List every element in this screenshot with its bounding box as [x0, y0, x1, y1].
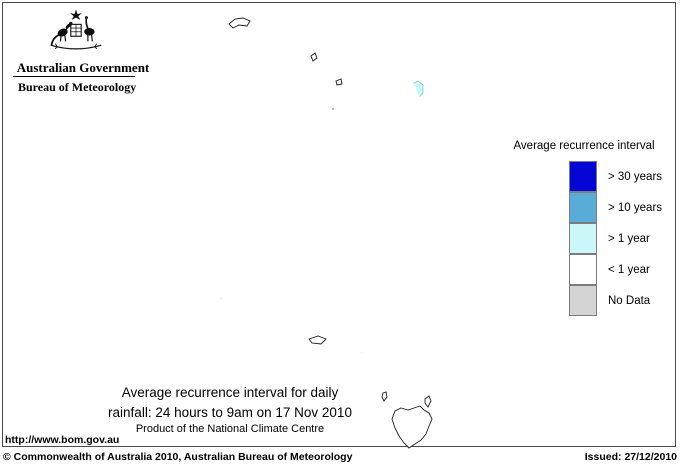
legend-row: > 10 years — [508, 191, 676, 223]
island-mornington — [335, 78, 343, 86]
caption-line3: Product of the National Climate Centre — [135, 423, 325, 435]
islands — [228, 17, 433, 449]
legend-swatch-lt1 — [569, 253, 597, 285]
legend-label-gt30: > 30 years — [608, 170, 663, 183]
caption-line2: rainfall: 24 hours to 9am on 17 Nov 2010 — [108, 405, 352, 420]
island-king — [381, 391, 388, 402]
gov-title: Australian Government — [16, 60, 150, 75]
island-flinders — [424, 395, 432, 408]
australia-map — [38, 7, 508, 449]
legend-label-gt1: > 1 year — [608, 232, 650, 245]
legend-label-gt10: > 10 years — [608, 201, 663, 214]
copyright-text: © Commonwealth of Australia 2010, Austra… — [3, 451, 353, 463]
caption-line1: Average recurrence interval for daily — [121, 385, 339, 400]
legend-swatch-nodata — [569, 284, 597, 316]
map-caption: Average recurrence interval for daily ra… — [80, 383, 380, 436]
legend-swatch-gt10 — [569, 191, 597, 223]
map-border-frame — [2, 2, 676, 447]
coat-of-arms-icon — [50, 9, 102, 50]
bureau-title: Bureau of Meteorology — [18, 80, 137, 94]
legend-row: > 30 years — [508, 160, 676, 192]
island-melville — [228, 17, 251, 29]
legend-title: Average recurrence interval — [513, 140, 655, 152]
legend-label-nodata: No Data — [608, 294, 651, 307]
island-kangaroo — [308, 335, 327, 345]
island-groote — [310, 52, 318, 62]
legend-row: > 1 year — [508, 222, 676, 254]
island-tasmania — [391, 405, 433, 449]
legend: Average recurrence interval > 30 years >… — [508, 140, 676, 316]
legend-label-lt1: < 1 year — [608, 263, 650, 276]
bom-url: http://www.bom.gov.au — [5, 434, 120, 446]
legend-row: < 1 year — [508, 253, 676, 285]
gov-title-rule — [13, 76, 135, 77]
legend-row: No Data — [508, 284, 676, 316]
issued-date: Issued: 27/12/2010 — [584, 451, 677, 463]
legend-swatch-gt1 — [569, 222, 597, 254]
legend-swatch-gt30 — [569, 160, 597, 192]
